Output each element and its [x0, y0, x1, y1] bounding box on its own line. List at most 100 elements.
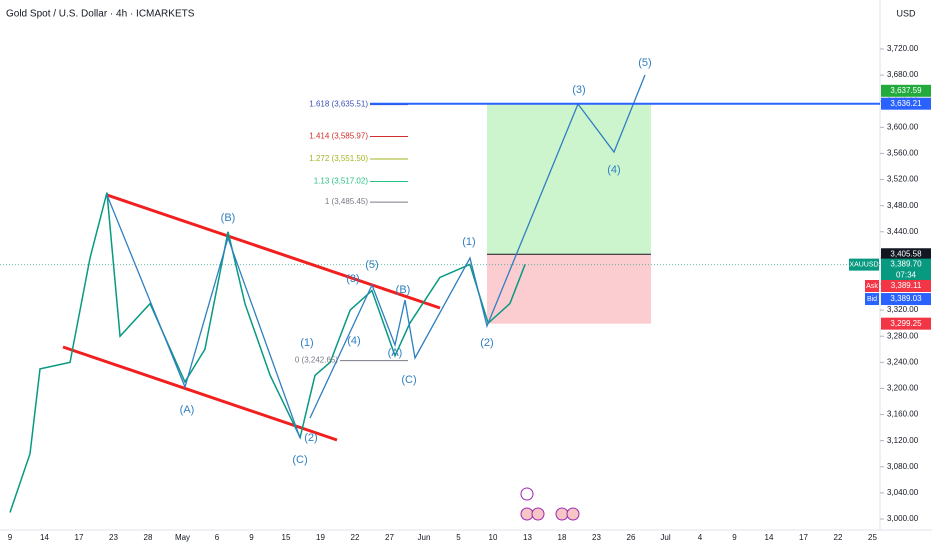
price-tag-label: 3,636.21: [890, 99, 922, 108]
price-tag: [881, 279, 931, 292]
x-tick-label: 14: [40, 533, 49, 542]
wave-label: (3): [346, 273, 359, 285]
x-tick-label: 17: [75, 533, 84, 542]
event-icon: [520, 487, 534, 501]
x-tick-label: 15: [282, 533, 291, 542]
wave-label: (B): [396, 284, 411, 296]
y-tick-label: 3,040.00: [887, 488, 919, 497]
price-tag-name-bg: [849, 258, 879, 271]
event-icons: [520, 487, 580, 521]
y-tick-label: 3,440.00: [887, 227, 919, 236]
x-tick-label: 23: [592, 533, 601, 542]
fib-label: 0 (3,242.65): [295, 356, 338, 365]
y-tick-label: 3,480.00: [887, 201, 919, 210]
price-tag-name: Bid: [867, 296, 877, 303]
x-tick-label: Jun: [418, 533, 431, 542]
x-tick-label: 9: [8, 533, 13, 542]
price-tag-name-bg: [865, 279, 879, 292]
fib-label: 1.13 (3,517.02): [314, 177, 369, 186]
x-tick-label: 9: [732, 533, 737, 542]
fib-label: 1.272 (3,551.50): [309, 154, 368, 163]
x-tick-label: Jul: [660, 533, 670, 542]
channel-lower: [62, 345, 338, 442]
x-tick-label: 5: [456, 533, 461, 542]
y-tick-label: 3,560.00: [887, 149, 919, 158]
x-tick-label: 26: [627, 533, 636, 542]
fib-label: 1 (3,485.45): [325, 197, 368, 206]
x-tick-label: 17: [799, 533, 808, 542]
y-tick-label: 3,680.00: [887, 70, 919, 79]
x-tick-label: 25: [868, 533, 877, 542]
y-tick-label: 3,520.00: [887, 175, 919, 184]
channel-upper: [106, 193, 441, 310]
x-tick-label: 18: [558, 533, 567, 542]
price-tag-label: 3,405.58: [890, 249, 922, 258]
stop-zone: [487, 254, 651, 324]
price-tag-name: Ask: [866, 283, 878, 290]
price-tag-countdown: 07:34: [896, 271, 917, 280]
event-icon: [566, 507, 580, 521]
y-tick-label: 3,120.00: [887, 436, 919, 445]
y-tick-label: 3,080.00: [887, 462, 919, 471]
y-tick-label: 3,160.00: [887, 410, 919, 419]
wave-label: (5): [638, 57, 651, 69]
y-tick-label: 3,720.00: [887, 44, 919, 53]
x-tick-label: 4: [698, 533, 703, 542]
price-tag: [881, 317, 931, 330]
wave-label: (4): [347, 335, 360, 347]
x-tick-label: 22: [834, 533, 843, 542]
y-tick-label: 3,200.00: [887, 384, 919, 393]
wave-label: (3): [572, 84, 585, 96]
event-icon: [520, 507, 534, 521]
x-tick-label: 27: [385, 533, 394, 542]
x-tick-label: May: [175, 533, 190, 542]
price-tag-name: XAUUSD: [849, 261, 878, 268]
price-tag: [881, 84, 931, 97]
fib-label: 1.618 (3,635.51): [309, 99, 368, 108]
price-tag-name-bg: [865, 293, 879, 306]
price-tag: [881, 97, 931, 110]
price-tag-label: 3,389.11: [891, 281, 922, 290]
wave-label: (C): [292, 454, 307, 466]
x-tick-label: 6: [215, 533, 220, 542]
x-tick-label: 14: [765, 533, 774, 542]
wave-path: [106, 194, 301, 439]
x-tick-label: 13: [523, 533, 532, 542]
chart-title: Gold Spot / U.S. Dollar · 4h · ICMARKETS: [6, 9, 195, 20]
wave-label: (1): [462, 236, 475, 248]
price-tag: [881, 293, 931, 306]
fib-label: 1.414 (3,585.97): [309, 132, 368, 141]
y-tick-label: 3,600.00: [887, 122, 919, 131]
wave-label: (2): [304, 432, 317, 444]
wave-label: (A): [180, 404, 195, 416]
x-tick-label: 19: [316, 533, 325, 542]
wave-label: (5): [365, 259, 378, 271]
x-tick-label: 9: [249, 533, 254, 542]
wave-label: (2): [480, 337, 493, 349]
price-tag-label: 3,389.03: [890, 294, 922, 303]
price-path: [9, 192, 526, 513]
y-tick-label: 3,240.00: [887, 357, 919, 366]
y-tick-label: 3,280.00: [887, 331, 919, 340]
price-tag: [881, 248, 931, 261]
currency: USD: [896, 8, 916, 18]
event-icon: [555, 507, 569, 521]
x-tick-label: 23: [109, 533, 118, 542]
price-tag-label: 3,299.25: [890, 319, 922, 328]
x-tick-label: 22: [351, 533, 360, 542]
wave-path: [309, 74, 646, 419]
wave-label: (4): [607, 164, 620, 176]
price-tag: [881, 258, 931, 283]
y-tick-label: 3,000.00: [887, 514, 919, 523]
wave-label: (B): [221, 212, 236, 224]
y-tick-label: 3,320.00: [887, 305, 919, 314]
event-icon: [531, 507, 545, 521]
x-tick-label: 28: [144, 533, 153, 542]
wave-label: (C): [401, 374, 416, 386]
wave-label: (1): [300, 337, 313, 349]
wave-label: (A): [388, 347, 403, 359]
price-tag-label: 3,389.70: [890, 260, 922, 269]
price-tag-label: 3,637.59: [890, 86, 922, 95]
